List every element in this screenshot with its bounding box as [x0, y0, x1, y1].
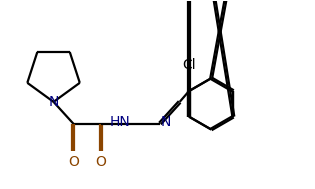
Text: N: N: [49, 95, 59, 109]
Text: O: O: [95, 155, 106, 169]
Text: HN: HN: [110, 115, 130, 129]
Text: N: N: [161, 115, 171, 129]
Text: Cl: Cl: [182, 58, 196, 72]
Text: O: O: [68, 155, 79, 169]
